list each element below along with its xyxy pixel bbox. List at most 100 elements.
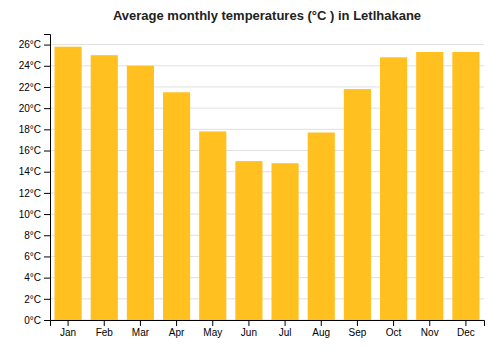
x-tick-label: Mar	[132, 327, 150, 338]
y-tick: 6°C	[24, 251, 50, 262]
x-tick-mark	[393, 320, 394, 326]
y-tick-mark	[44, 320, 50, 321]
y-tick: 10°C	[19, 209, 50, 220]
x-tick-mark	[212, 320, 213, 326]
plot: 0°C 2°C 4°C 6°C 8°C 10°C 12°C 14°C 16°C 18°C 20°C 2…	[19, 35, 485, 339]
x-tick: Apr	[169, 320, 185, 338]
x-tick-label: Sep	[349, 327, 367, 338]
x-axis-line	[51, 321, 485, 327]
bar	[235, 161, 262, 320]
y-tick-mark	[44, 108, 50, 109]
y-tick: 8°C	[24, 230, 50, 241]
bar	[199, 131, 226, 320]
title: Average monthly temperatures (°C ) in Le…	[113, 8, 421, 23]
y-tick: 14°C	[19, 166, 50, 177]
y-tick-label: 10°C	[19, 209, 41, 220]
y-tick-label: 22°C	[19, 82, 41, 93]
bar	[272, 163, 299, 320]
bar	[55, 47, 82, 320]
x-tick-mark	[104, 320, 105, 326]
x-tick-mark	[140, 320, 141, 326]
x-tick-mark	[321, 320, 322, 326]
x-tick-mark	[176, 320, 177, 326]
x-tick-label: Apr	[169, 327, 185, 338]
y-tick: 2°C	[24, 294, 50, 305]
y-tick-mark	[44, 235, 50, 236]
y-axis-line	[44, 35, 51, 321]
y-tick-mark	[44, 66, 50, 67]
x-tick: Jan	[60, 320, 76, 338]
y-tick-label: 2°C	[24, 294, 41, 305]
x-tick: Mar	[132, 320, 150, 338]
y-tick: 24°C	[19, 60, 50, 71]
bar	[380, 57, 407, 320]
bar	[163, 92, 190, 320]
y-tick: 4°C	[24, 272, 50, 283]
y-tick: 0°C	[24, 315, 50, 326]
y-tick-label: 6°C	[24, 251, 41, 262]
y-tick: 22°C	[19, 82, 50, 93]
y-tick-label: 14°C	[19, 166, 41, 177]
y-tick-mark	[44, 45, 50, 46]
x-tick: Aug	[312, 320, 330, 338]
x-tick-mark	[285, 320, 286, 326]
y-tick-mark	[44, 87, 50, 88]
y-tick: 16°C	[19, 145, 50, 156]
y-tick-label: 26°C	[19, 39, 41, 50]
x-tick: May	[203, 320, 222, 338]
y-tick-mark	[44, 299, 50, 300]
y-tick-mark	[44, 278, 50, 279]
y-tick-mark	[44, 193, 50, 194]
y-tick-mark	[44, 151, 50, 152]
x-tick: Jun	[241, 320, 257, 338]
y-tick-label: 20°C	[19, 103, 41, 114]
x-tick-label: Jul	[279, 327, 292, 338]
y-tick: 12°C	[19, 188, 50, 199]
x-tick-label: Aug	[312, 327, 330, 338]
y-tick-label: 16°C	[19, 145, 41, 156]
y-tick-mark	[44, 129, 50, 130]
x-tick: Dec	[457, 320, 475, 338]
x-tick: Oct	[386, 320, 402, 338]
grid-line	[50, 44, 484, 45]
y-tick-mark	[44, 214, 50, 215]
x-tick-mark	[68, 320, 69, 326]
y-tick-label: 4°C	[24, 272, 41, 283]
bar	[127, 66, 154, 320]
y-tick-label: 12°C	[19, 188, 41, 199]
bars	[55, 47, 480, 320]
x-tick-label: Nov	[421, 327, 439, 338]
bar	[308, 133, 335, 320]
y-tick: 26°C	[19, 39, 50, 50]
x-tick: Feb	[96, 320, 114, 338]
x-tick-label: May	[203, 327, 222, 338]
bar	[452, 52, 479, 320]
x-tick-label: Oct	[386, 327, 402, 338]
y-tick-label: 24°C	[19, 60, 41, 71]
bar	[344, 89, 371, 320]
x-axis: Jan Feb Mar Apr May Jun Jul Aug Sep Oct Nov Dec	[51, 320, 485, 338]
y-tick-label: 18°C	[19, 124, 41, 135]
chart: 0°C 2°C 4°C 6°C 8°C 10°C 12°C 14°C 16°C 18°C 20°C 2…	[0, 0, 500, 350]
y-tick-mark	[44, 256, 50, 257]
x-tick-mark	[248, 320, 249, 326]
x-tick: Nov	[421, 320, 439, 338]
y-tick-mark	[44, 172, 50, 173]
y-tick: 20°C	[19, 103, 50, 114]
bar	[416, 52, 443, 320]
y-tick-label: 8°C	[24, 230, 41, 241]
x-tick-mark	[465, 320, 466, 326]
grid	[50, 45, 484, 320]
y-axis: 0°C 2°C 4°C 6°C 8°C 10°C 12°C 14°C 16°C 18°C 20°C 2…	[19, 35, 51, 326]
x-tick-label: Jan	[60, 327, 76, 338]
x-tick-mark	[357, 320, 358, 326]
x-tick-label: Feb	[96, 327, 114, 338]
bar	[91, 55, 118, 320]
x-tick-label: Jun	[241, 327, 257, 338]
y-tick: 18°C	[19, 124, 50, 135]
x-tick: Jul	[279, 320, 292, 338]
x-tick-mark	[429, 320, 430, 326]
x-tick-label: Dec	[457, 327, 475, 338]
y-tick-label: 0°C	[24, 315, 41, 326]
x-tick: Sep	[349, 320, 367, 338]
